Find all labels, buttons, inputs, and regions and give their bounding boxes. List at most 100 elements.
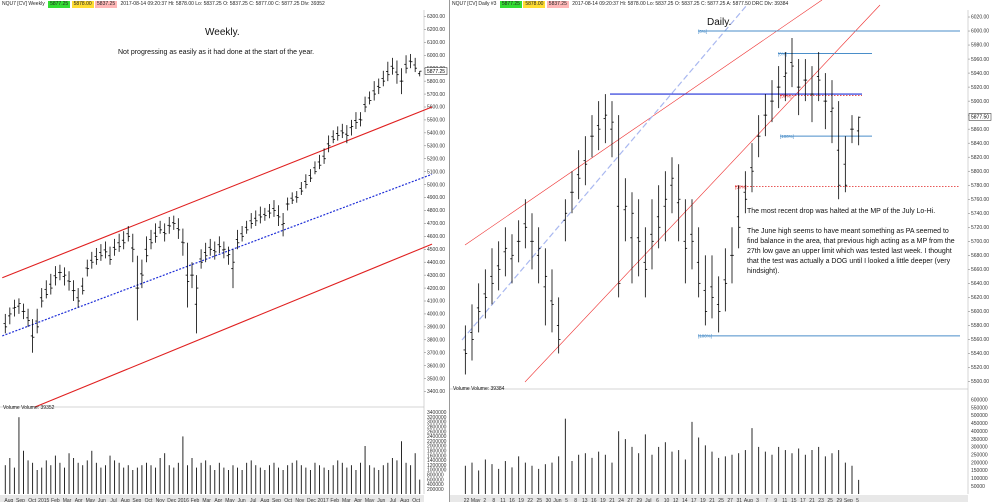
price-tick-label: 6100.00 [427, 40, 445, 46]
time-axis-label: 2017 [318, 498, 329, 502]
volume-tick-label: 600000 [427, 477, 444, 483]
daily-channel-upper [464, 0, 823, 246]
weekly-last-price: 5877.25 [48, 1, 71, 8]
weekly-chart-pane[interactable]: NQU7 [CV] Weekly 5877.25 5878.00 5837.25… [0, 0, 450, 502]
time-axis-label: May [225, 498, 235, 502]
time-axis-label: 16 [509, 498, 515, 502]
price-tick-label: 4600.00 [427, 234, 445, 240]
weekly-chart-canvas[interactable]: 6300.006200.006100.006000.005900.005800.… [0, 0, 450, 502]
volume-tick-label: 2200000 [427, 439, 447, 445]
time-axis-label: 12 [673, 498, 679, 502]
time-axis-label: Jun [553, 498, 561, 502]
time-axis-label: Sep [132, 498, 141, 502]
price-tick-label: 5600.00 [427, 105, 445, 111]
volume-tick-label: 3200000 [427, 415, 447, 421]
price-tick-label: 5400.00 [427, 131, 445, 137]
daily-volume-label: Volume Volume: 39384 [453, 386, 505, 392]
time-axis-label: 14 [682, 498, 688, 502]
time-axis-label: 2016 [178, 498, 189, 502]
time-axis-label: 27 [727, 498, 733, 502]
time-axis-label: 22 [527, 498, 533, 502]
price-tick-label: 3400.00 [427, 389, 445, 395]
time-axis-label: 2015 [38, 498, 49, 502]
time-axis-label: Jun [98, 498, 106, 502]
volume-tick-label: 400000 [971, 429, 988, 435]
fib-level-label: [0%] [778, 51, 787, 56]
time-axis-label: Mar [202, 498, 211, 502]
daily-last-price: 5877.25 [499, 1, 522, 8]
price-tick-label: 4100.00 [427, 299, 445, 305]
daily-note-2: The June high seems to have meant someth… [747, 228, 955, 275]
time-axis-label: 29 [636, 498, 642, 502]
time-axis-label: 25 [536, 498, 542, 502]
time-axis-label: Jul [110, 498, 116, 502]
volume-tick-label: 2400000 [427, 434, 447, 440]
price-tick-label: 5760.00 [971, 197, 989, 203]
volume-tick-label: 50000 [971, 484, 985, 490]
time-axis-label: 22 [464, 498, 470, 502]
weekly-volume-label: Volume Volume: 39352 [3, 405, 55, 411]
daily-chart-pane[interactable]: NQU7 [CV] Daily #3 5877.25 5878.00 5837.… [450, 0, 1000, 502]
time-axis-label: Apr [75, 498, 83, 502]
price-tick-label: 5800.00 [971, 169, 989, 175]
time-axis-label: 23 [818, 498, 824, 502]
weekly-title: Weekly. [205, 27, 240, 38]
time-axis-label: Aug [260, 498, 269, 502]
volume-tick-label: 2000000 [427, 444, 447, 450]
time-axis-label: Dec [307, 498, 316, 502]
time-axis-strip [0, 495, 424, 502]
volume-tick-label: 3000000 [427, 420, 447, 426]
price-tick-label: 6200.00 [427, 27, 445, 33]
price-tick-label: 5640.00 [971, 281, 989, 287]
time-axis-strip [450, 495, 968, 502]
price-tick-label: 5860.00 [971, 127, 989, 133]
time-axis-label: 10 [664, 498, 670, 502]
time-axis-label: 7 [765, 498, 768, 502]
price-tick-label: 5620.00 [971, 295, 989, 301]
time-axis-label: 30 [546, 498, 552, 502]
time-axis-label: Apr [214, 498, 222, 502]
time-axis-label: Apr [354, 498, 362, 502]
time-axis-label: Aug [400, 498, 409, 502]
price-tick-label: 5780.00 [971, 183, 989, 189]
time-axis-label: Mar [63, 498, 72, 502]
fib-level-label: [100%] [698, 334, 712, 339]
price-tick-label: 5300.00 [427, 144, 445, 150]
time-axis-label: 11 [500, 498, 505, 502]
price-tick-label: 5960.00 [971, 57, 989, 63]
daily-channel-midline [461, 4, 748, 341]
price-tick-label: 5540.00 [971, 351, 989, 357]
time-axis-label: Feb [191, 498, 200, 502]
volume-tick-label: 100000 [971, 476, 988, 482]
volume-tick-label: 550000 [971, 405, 988, 411]
channel-lower-line [34, 243, 433, 408]
price-tick-label: 5500.00 [427, 118, 445, 124]
price-tick-label: 5900.00 [971, 99, 989, 105]
daily-chart-canvas[interactable]: 6020.00 6000.00 5980.00 5960.00 5940.00 5920.… [450, 0, 1000, 502]
daily-ohlc-readout: 2017-08-14 09:20:37 Hi: 5878.00 Lo: 5837… [572, 1, 789, 7]
time-axis-label: 21 [609, 498, 615, 502]
price-tick-label: 3900.00 [427, 325, 445, 331]
volume-tick-label: 150000 [971, 468, 988, 474]
price-tick-label: 5000.00 [427, 182, 445, 188]
price-tick-label: 5680.00 [971, 253, 989, 259]
price-tick-label: 5660.00 [971, 267, 989, 273]
time-axis-label: 21 [809, 498, 815, 502]
price-tick-label: 5500.00 [971, 379, 989, 385]
last-price-tag [968, 113, 992, 121]
fib-level-label: [50%] [780, 93, 792, 98]
time-axis-label: 29 [836, 498, 842, 502]
time-axis-label: 9 [774, 498, 777, 502]
volume-tick-label: 250000 [971, 452, 988, 458]
price-tick-label: 3800.00 [427, 338, 445, 344]
time-axis-label: 16 [591, 498, 597, 502]
volume-tick-label: 1200000 [427, 463, 447, 469]
daily-symbol: NQU7 [CV] Daily #3 [452, 1, 497, 7]
time-axis-label: Mar [342, 498, 351, 502]
time-axis-label: Oct [145, 498, 153, 502]
time-axis-label: Aug [744, 498, 753, 502]
price-tick-label: 5700.00 [971, 239, 989, 245]
time-axis-label: 21 [709, 498, 715, 502]
time-axis-label: 5 [856, 498, 859, 502]
last-price-label: 5877.25 [427, 69, 445, 75]
